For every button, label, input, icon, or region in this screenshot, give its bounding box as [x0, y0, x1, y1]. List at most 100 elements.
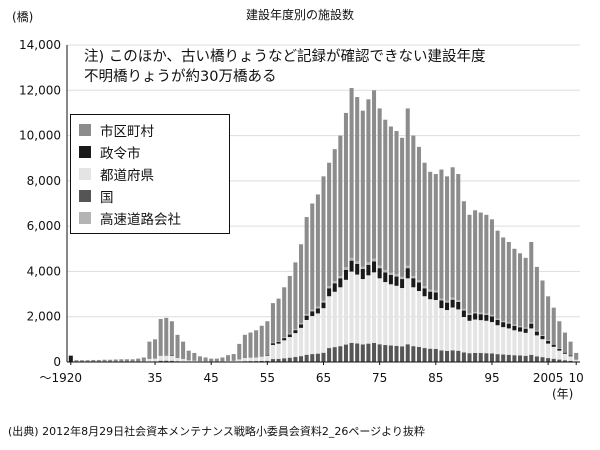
bar-segment-expressway — [400, 276, 405, 280]
bar-segment-municipal — [259, 325, 264, 357]
bar-segment-municipal — [411, 135, 416, 276]
bar-segment-national — [512, 355, 517, 362]
bar-segment-prefecture — [523, 332, 528, 356]
bar-segment-expressway — [416, 280, 421, 283]
bar-segment-prefecture — [456, 309, 461, 351]
bar-segment-prefecture — [259, 356, 264, 361]
bar-segment-national — [506, 354, 511, 362]
bar-segment-municipal — [164, 317, 169, 355]
legend-item-municipal: 市区町村 — [79, 119, 229, 141]
bar-segment-designated-city — [332, 283, 337, 292]
bar-segment-prefecture — [422, 296, 427, 349]
bar-segment-municipal — [445, 176, 450, 301]
bar-segment-designated-city — [338, 278, 343, 288]
bar-segment-expressway — [321, 300, 326, 303]
bar-segment-municipal — [197, 356, 202, 362]
legend-item-designated-city: 政令市 — [79, 141, 229, 163]
legend-swatch-municipal — [79, 124, 91, 136]
bar-segment-national — [366, 343, 371, 362]
bar-segment-municipal — [433, 174, 438, 291]
bar-segment-municipal — [484, 214, 489, 314]
bar-segment-designated-city — [360, 269, 365, 280]
bar-segment-expressway — [546, 340, 551, 341]
bar-segment-municipal — [85, 360, 90, 362]
bar-segment-expressway — [484, 313, 489, 315]
bar-segment-expressway — [310, 309, 315, 312]
bar-segment-designated-city — [355, 263, 360, 275]
bar-segment-prefecture — [377, 278, 382, 345]
bar-segment-designated-city — [489, 316, 494, 323]
bar-segment-municipal — [551, 307, 556, 345]
bar-segment-municipal — [461, 201, 466, 309]
bar-segment-prefecture — [153, 358, 158, 362]
bar-segment-municipal — [270, 303, 275, 343]
bar-segment-municipal — [304, 217, 309, 315]
bar-segment-national — [282, 358, 287, 362]
bar-segment-prefecture — [562, 353, 567, 361]
bar-segment-designated-city — [433, 292, 438, 300]
bar-segment-national — [484, 353, 489, 362]
bar-segment-prefecture — [529, 328, 534, 355]
bar-segment-expressway — [551, 344, 556, 345]
bar-segment-national — [422, 348, 427, 362]
bar-segment-municipal — [242, 334, 247, 358]
bar-segment-national — [551, 358, 556, 362]
bar-segment-expressway — [540, 335, 545, 336]
bar-segment-expressway — [304, 314, 309, 316]
bar-segment-national — [388, 345, 393, 362]
y-tick-label: 0 — [53, 355, 61, 369]
bar-segment-expressway — [377, 265, 382, 269]
bar-segment-expressway — [411, 275, 416, 279]
bar-segment-prefecture — [568, 356, 573, 361]
legend-label-expressway: 高速道路会社 — [100, 212, 181, 228]
bar-segment-municipal — [439, 169, 444, 299]
bar-segment-designated-city — [562, 352, 567, 354]
bar-segment-municipal — [338, 135, 343, 276]
bar-segment-designated-city — [501, 322, 506, 328]
bar-segment-designated-city — [270, 343, 275, 345]
y-axis-label: (橋) — [12, 10, 34, 24]
bar-segment-expressway — [523, 327, 528, 329]
bar-segment-prefecture — [383, 282, 388, 346]
y-tick-label: 10,000 — [19, 129, 61, 143]
y-tick-label: 8,000 — [27, 174, 61, 188]
bar-segment-municipal — [74, 360, 79, 362]
bar-segment-expressway — [461, 308, 466, 311]
bar-segment-municipal — [355, 97, 360, 262]
bar-segment-prefecture — [428, 299, 433, 349]
bar-segment-municipal — [450, 167, 455, 298]
bar-segment-national — [383, 345, 388, 362]
bar-segment-prefecture — [355, 274, 360, 344]
bar-segment-prefecture — [461, 316, 466, 353]
bar-segment-designated-city — [428, 291, 433, 300]
bar-segment-national — [456, 350, 461, 362]
bar-segment-prefecture — [540, 339, 545, 358]
bar-segment-municipal — [153, 339, 158, 359]
bar-segment-prefecture — [276, 343, 281, 359]
bar-segment-national — [467, 353, 472, 362]
bar-segment-designated-city — [422, 288, 427, 297]
bar-segment-designated-city — [461, 310, 466, 317]
bar-segment-national — [478, 353, 483, 362]
bar-segment-designated-city — [315, 308, 320, 314]
bar-segment-prefecture — [546, 343, 551, 359]
bar-segment-prefecture — [310, 316, 315, 355]
bar-segment-designated-city — [366, 264, 371, 276]
bar-segment-expressway — [512, 324, 517, 326]
bar-segment-municipal — [332, 149, 337, 282]
bar-segment-designated-city — [282, 338, 287, 341]
bar-segment-municipal — [400, 137, 405, 277]
bar-segment-designated-city — [293, 330, 298, 334]
bar-segment-national — [360, 344, 365, 362]
x-axis-label: (年) — [552, 387, 574, 401]
bar-segment-expressway — [422, 286, 427, 289]
bar-segment-national — [501, 354, 506, 362]
bar-segment-national — [321, 352, 326, 362]
chart-note: 注) このほか、古い橋りょうなど記録が確認できない建設年度 不明橋りょうが約30… — [84, 47, 485, 87]
y-tick-label: 2,000 — [27, 310, 61, 324]
bar-segment-municipal — [574, 352, 579, 360]
bar-segment-national — [158, 360, 163, 362]
bar-segment-prefecture — [473, 319, 478, 353]
bar-group — [68, 88, 579, 362]
bar-segment-designated-city — [287, 334, 292, 338]
